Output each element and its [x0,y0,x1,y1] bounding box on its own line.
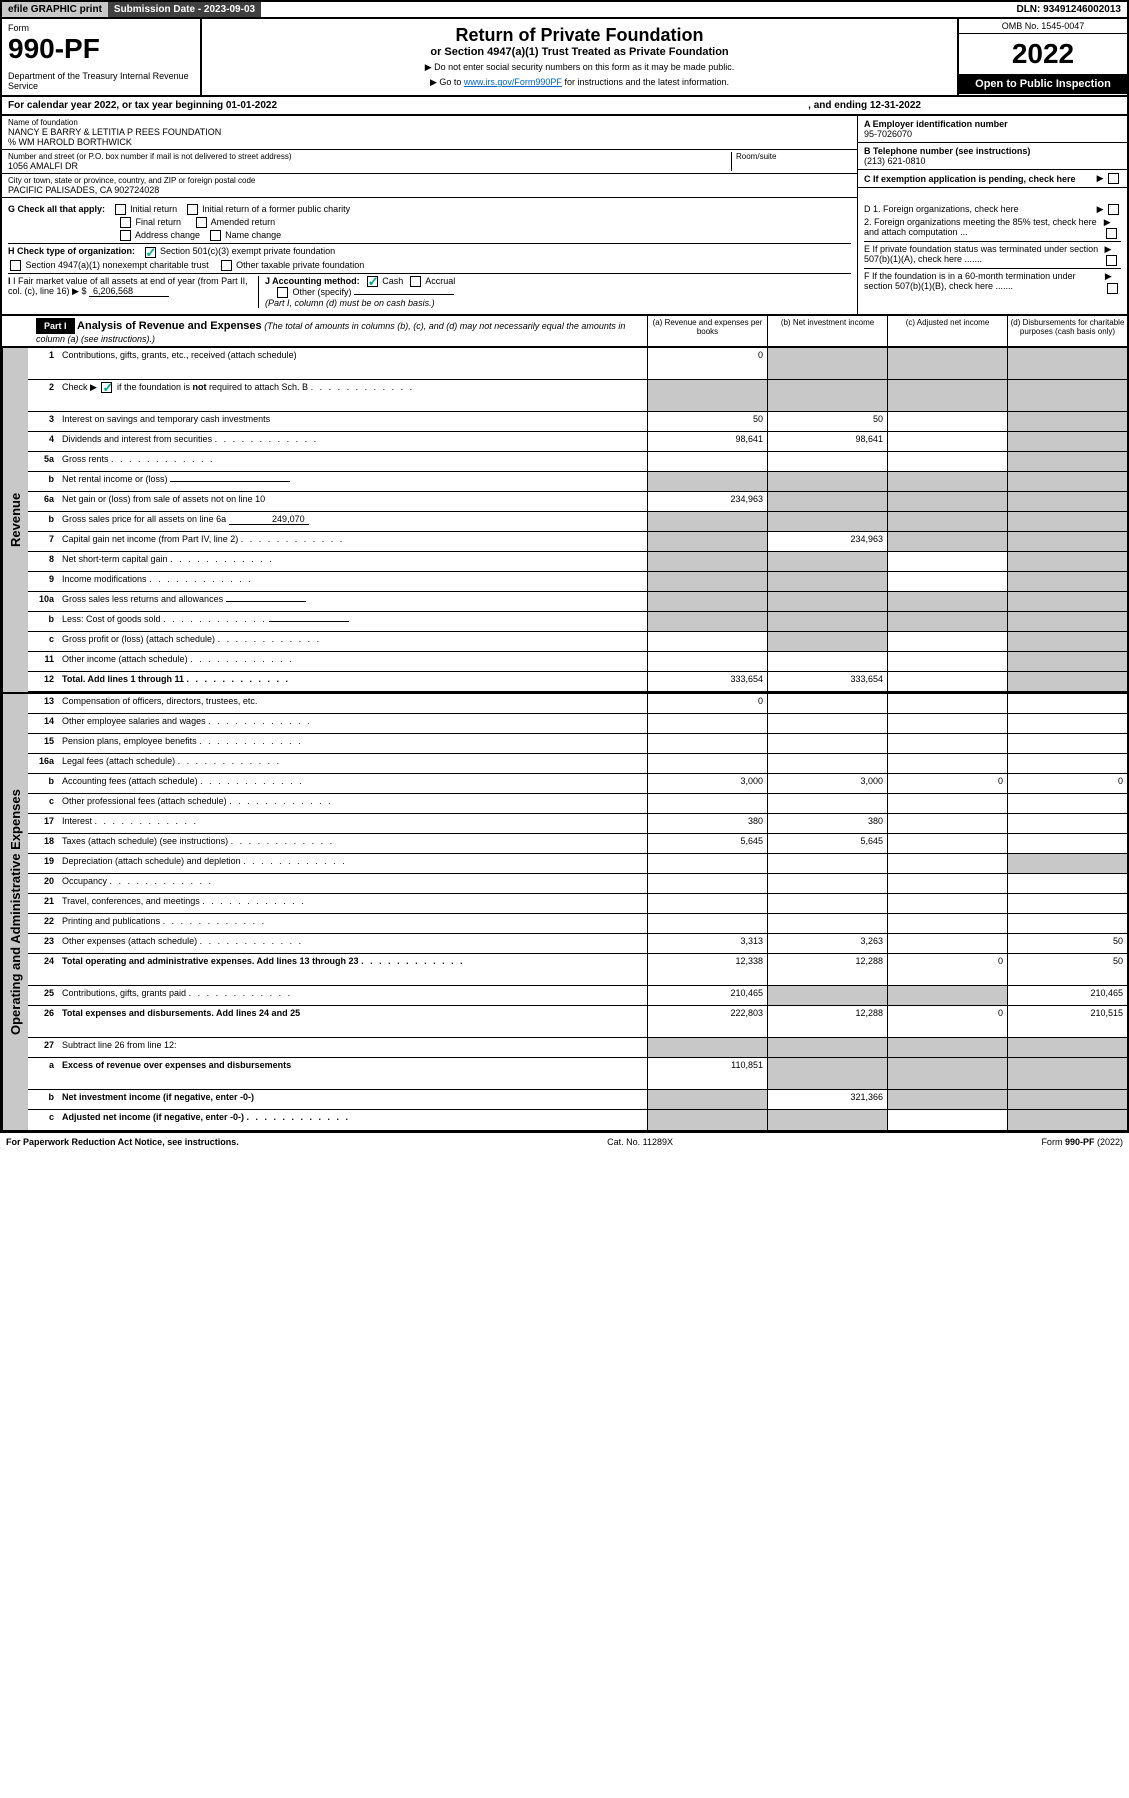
d1-cb[interactable] [1108,204,1119,215]
g-label: G Check all that apply: [8,204,105,214]
form-title: Return of Private Foundation [208,25,951,46]
part1-label: Part I [36,318,75,334]
opex-section: Operating and Administrative Expenses 13… [0,694,1129,1132]
form-header: Form 990-PF Department of the Treasury I… [0,19,1129,97]
instr-2: ▶ Go to www.irs.gov/Form990PF for instru… [208,77,951,88]
city-state-zip: PACIFIC PALISADES, CA 902724028 [8,185,851,195]
foundation-info: Name of foundation NANCY E BARRY & LETIT… [0,116,1129,198]
name-label: Name of foundation [8,118,851,127]
other-method-cb[interactable] [277,287,288,298]
amended-cb[interactable] [196,217,207,228]
tax-year: 2022 [959,34,1127,74]
final-return-cb[interactable] [120,217,131,228]
instr-1: ▶ Do not enter social security numbers o… [208,62,951,73]
revenue-section: Revenue 1Contributions, gifts, grants, e… [0,348,1129,694]
h-label: H Check type of organization: [8,246,135,256]
addr-label: Number and street (or P.O. box number if… [8,152,731,161]
omb: OMB No. 1545-0047 [959,19,1127,34]
dln: DLN: 93491246002013 [1010,2,1127,17]
phone-label: B Telephone number (see instructions) [864,146,1121,156]
j-note: (Part I, column (d) must be on cash basi… [265,298,435,308]
form-subtitle: or Section 4947(a)(1) Trust Treated as P… [208,46,951,58]
c-checkbox[interactable] [1108,173,1119,184]
initial-former-cb[interactable] [187,204,198,215]
f-cb[interactable] [1107,283,1118,294]
fmv-value: 6,206,568 [89,286,169,297]
col-d-head: (d) Disbursements for charitable purpose… [1007,316,1127,346]
open-inspection: Open to Public Inspection [959,74,1127,94]
gross-sales-6a: 249,070 [229,514,309,525]
calendar-year-row: For calendar year 2022, or tax year begi… [0,97,1129,116]
j-label: J Accounting method: [265,276,360,286]
part1-title: Analysis of Revenue and Expenses [77,320,262,332]
revenue-label: Revenue [2,348,28,692]
page-footer: For Paperwork Reduction Act Notice, see … [0,1132,1129,1151]
street-address: 1056 AMALFI DR [8,161,731,171]
col-a-head: (a) Revenue and expenses per books [647,316,767,346]
4947-cb[interactable] [10,260,21,271]
d2-cb[interactable] [1106,228,1117,239]
col-b-head: (b) Net investment income [767,316,887,346]
submission-date: Submission Date - 2023-09-03 [108,2,261,17]
part1-header-row: Part I Analysis of Revenue and Expenses … [0,316,1129,348]
e-label: E If private foundation status was termi… [864,244,1104,266]
c-label: C If exemption application is pending, c… [864,174,1076,184]
room-label: Room/suite [736,152,851,161]
f-label: F If the foundation is in a 60-month ter… [864,271,1105,293]
initial-return-cb[interactable] [115,204,126,215]
other-taxable-cb[interactable] [221,260,232,271]
e-cb[interactable] [1106,255,1117,266]
sch-b-cb[interactable] [101,382,112,393]
form-number: 990-PF [8,33,194,65]
opex-label: Operating and Administrative Expenses [2,694,28,1130]
d2: 2. Foreign organizations meeting the 85%… [864,217,1104,239]
col-c-head: (c) Adjusted net income [887,316,1007,346]
cash-cb[interactable] [367,276,378,287]
check-section: G Check all that apply: Initial return I… [0,198,1129,316]
irs-link[interactable]: www.irs.gov/Form990PF [464,77,562,87]
top-bar: efile GRAPHIC print Submission Date - 20… [0,0,1129,19]
paperwork-notice: For Paperwork Reduction Act Notice, see … [6,1137,239,1147]
ein-label: A Employer identification number [864,119,1121,129]
501c3-cb[interactable] [145,247,156,258]
efile-label: efile GRAPHIC print [2,2,108,17]
name-change-cb[interactable] [210,230,221,241]
cat-no: Cat. No. 11289X [607,1137,673,1147]
form-label: Form [8,23,194,33]
ein: 95-7026070 [864,129,1121,139]
addr-change-cb[interactable] [120,230,131,241]
accrual-cb[interactable] [410,276,421,287]
form-ref: Form 990-PF (2022) [1041,1137,1123,1147]
dept: Department of the Treasury Internal Reve… [8,71,194,91]
care-of: % WM HAROLD BORTHWICK [8,137,851,147]
d1: D 1. Foreign organizations, check here [864,204,1019,215]
phone: (213) 621-0810 [864,156,1121,166]
foundation-name: NANCY E BARRY & LETITIA P REES FOUNDATIO… [8,127,851,137]
city-label: City or town, state or province, country… [8,176,851,185]
